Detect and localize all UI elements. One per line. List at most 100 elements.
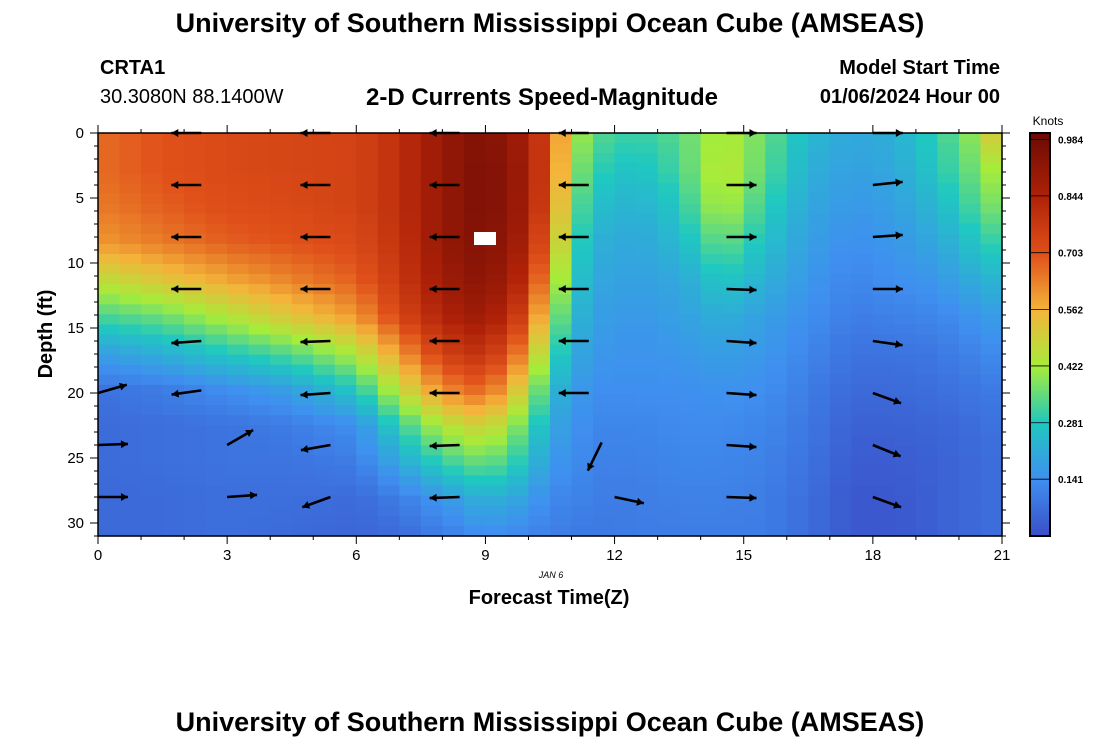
heatmap-cell bbox=[894, 465, 917, 477]
heatmap-cell bbox=[894, 324, 917, 336]
heatmap-cell bbox=[593, 445, 616, 456]
heatmap-cell bbox=[313, 485, 336, 497]
heatmap-cell bbox=[248, 384, 271, 396]
heatmap-cell bbox=[786, 344, 809, 356]
heatmap-cell bbox=[657, 183, 680, 195]
current-vector-arrow bbox=[300, 285, 331, 293]
heatmap-cell bbox=[636, 243, 659, 255]
heatmap-cell bbox=[356, 465, 379, 477]
heatmap-cell bbox=[313, 354, 336, 366]
current-vector-arrow bbox=[872, 443, 902, 458]
heatmap-cell bbox=[506, 425, 530, 436]
heatmap-cell bbox=[377, 253, 400, 265]
heatmap-cell bbox=[270, 505, 293, 517]
heatmap-cell bbox=[205, 203, 228, 215]
heatmap-cell bbox=[980, 475, 1003, 487]
heatmap-cell bbox=[700, 334, 723, 346]
heatmap-cell bbox=[851, 173, 874, 184]
heatmap-cell bbox=[377, 133, 400, 144]
heatmap-cell bbox=[765, 485, 788, 497]
heatmap-cell bbox=[829, 364, 852, 376]
heatmap-cell bbox=[550, 203, 573, 215]
heatmap-cell bbox=[915, 274, 939, 285]
heatmap-cell bbox=[506, 284, 530, 295]
heatmap-cell bbox=[679, 133, 702, 144]
heatmap-cell bbox=[614, 435, 637, 446]
heatmap-cell bbox=[291, 435, 314, 446]
heatmap-cell bbox=[205, 485, 228, 497]
heatmap-cell bbox=[743, 183, 766, 195]
heatmap-cell bbox=[829, 525, 852, 537]
heatmap-cell bbox=[593, 183, 616, 195]
heatmap-cell bbox=[636, 445, 659, 456]
heatmap-cell bbox=[205, 445, 228, 456]
heatmap-cell bbox=[851, 304, 874, 315]
heatmap-cell bbox=[270, 133, 293, 144]
heatmap-cell bbox=[119, 364, 142, 376]
heatmap-cell bbox=[915, 243, 939, 255]
heatmap-cell bbox=[765, 203, 788, 215]
heatmap-cell bbox=[248, 263, 271, 275]
heatmap-cell bbox=[377, 324, 400, 336]
heatmap-cell bbox=[829, 213, 852, 225]
heatmap-cell bbox=[227, 133, 250, 144]
heatmap-cell bbox=[162, 203, 185, 215]
heatmap-cell bbox=[894, 274, 917, 285]
heatmap-cell bbox=[141, 475, 164, 487]
heatmap-cell bbox=[593, 153, 616, 164]
heatmap-cell bbox=[636, 394, 659, 406]
heatmap-cell bbox=[722, 314, 745, 326]
heatmap-cell bbox=[141, 243, 164, 255]
heatmap-cell bbox=[808, 253, 831, 265]
heatmap-cell bbox=[485, 213, 508, 225]
heatmap-cell bbox=[765, 294, 788, 305]
heatmap-cell bbox=[550, 143, 573, 154]
heatmap-cell bbox=[141, 263, 164, 275]
heatmap-cell bbox=[442, 133, 465, 144]
heatmap-cell bbox=[98, 515, 121, 527]
heatmap-cell bbox=[506, 384, 530, 396]
heatmap-cell bbox=[722, 374, 745, 386]
heatmap-cell bbox=[356, 354, 379, 366]
heatmap-cell bbox=[205, 374, 228, 386]
heatmap-cell bbox=[636, 384, 659, 396]
heatmap-cell bbox=[98, 525, 121, 537]
heatmap-cell bbox=[420, 243, 443, 255]
heatmap-cell bbox=[894, 344, 917, 356]
heatmap-cell bbox=[184, 193, 207, 205]
heatmap-cell bbox=[550, 394, 573, 406]
current-vector-arrow bbox=[429, 493, 460, 502]
heatmap-cell bbox=[571, 243, 594, 255]
heatmap-cell bbox=[937, 294, 960, 305]
heatmap-cell bbox=[356, 213, 379, 225]
heatmap-cell bbox=[356, 253, 379, 265]
heatmap-cell bbox=[851, 354, 874, 366]
heatmap-cell bbox=[270, 384, 293, 396]
heatmap-cell bbox=[915, 405, 939, 416]
heatmap-cell bbox=[829, 304, 852, 315]
heatmap-cell bbox=[485, 203, 508, 215]
heatmap-cell bbox=[528, 263, 551, 275]
heatmap-cell bbox=[119, 143, 142, 154]
heatmap-cell bbox=[700, 485, 723, 497]
heatmap-cell bbox=[248, 223, 271, 235]
heatmap-cell bbox=[463, 284, 487, 295]
heatmap-cell bbox=[463, 334, 487, 346]
heatmap-cell bbox=[915, 425, 939, 436]
heatmap-cell bbox=[248, 525, 271, 537]
heatmap-cell bbox=[356, 334, 379, 346]
heatmap-cell bbox=[786, 415, 809, 426]
heatmap-cell bbox=[506, 465, 530, 477]
heatmap-cell bbox=[657, 133, 680, 144]
heatmap-cell bbox=[291, 394, 314, 406]
heatmap-cell bbox=[98, 253, 121, 265]
heatmap-cell bbox=[141, 485, 164, 497]
heatmap-cell bbox=[162, 253, 185, 265]
heatmap-cell bbox=[872, 153, 895, 164]
heatmap-cell bbox=[722, 344, 745, 356]
x-tick-label: 9 bbox=[481, 547, 489, 564]
heatmap-cell bbox=[399, 314, 422, 326]
heatmap-cell bbox=[872, 193, 895, 205]
heatmap-cell bbox=[722, 455, 745, 467]
heatmap-cell bbox=[227, 354, 250, 366]
